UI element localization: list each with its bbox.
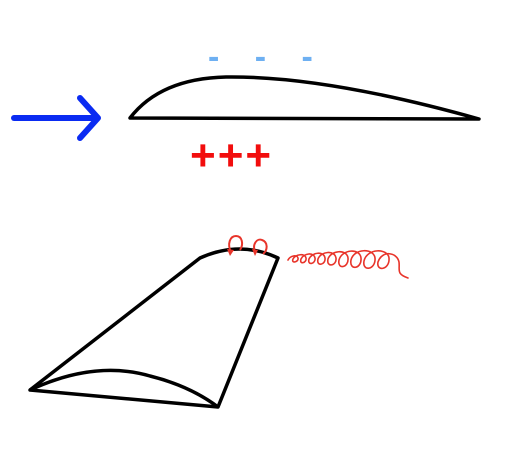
trailing-vortex-spiral	[287, 249, 409, 279]
tip-curl-right	[253, 238, 268, 255]
tip-curl-left	[228, 234, 244, 253]
tip-curl-right-arrowhead	[252, 249, 258, 256]
low-pressure-label: - - -	[208, 38, 326, 76]
wing-3d	[28, 247, 280, 409]
high-pressure-label: +++	[190, 131, 274, 180]
tip-curl-left-arrowhead	[227, 249, 234, 256]
wing-root-airfoil	[29, 368, 220, 409]
wingtip-vortex	[227, 234, 409, 279]
wing-outline	[28, 247, 280, 409]
airfoil-profile	[128, 75, 481, 121]
airflow-arrow	[11, 95, 101, 141]
